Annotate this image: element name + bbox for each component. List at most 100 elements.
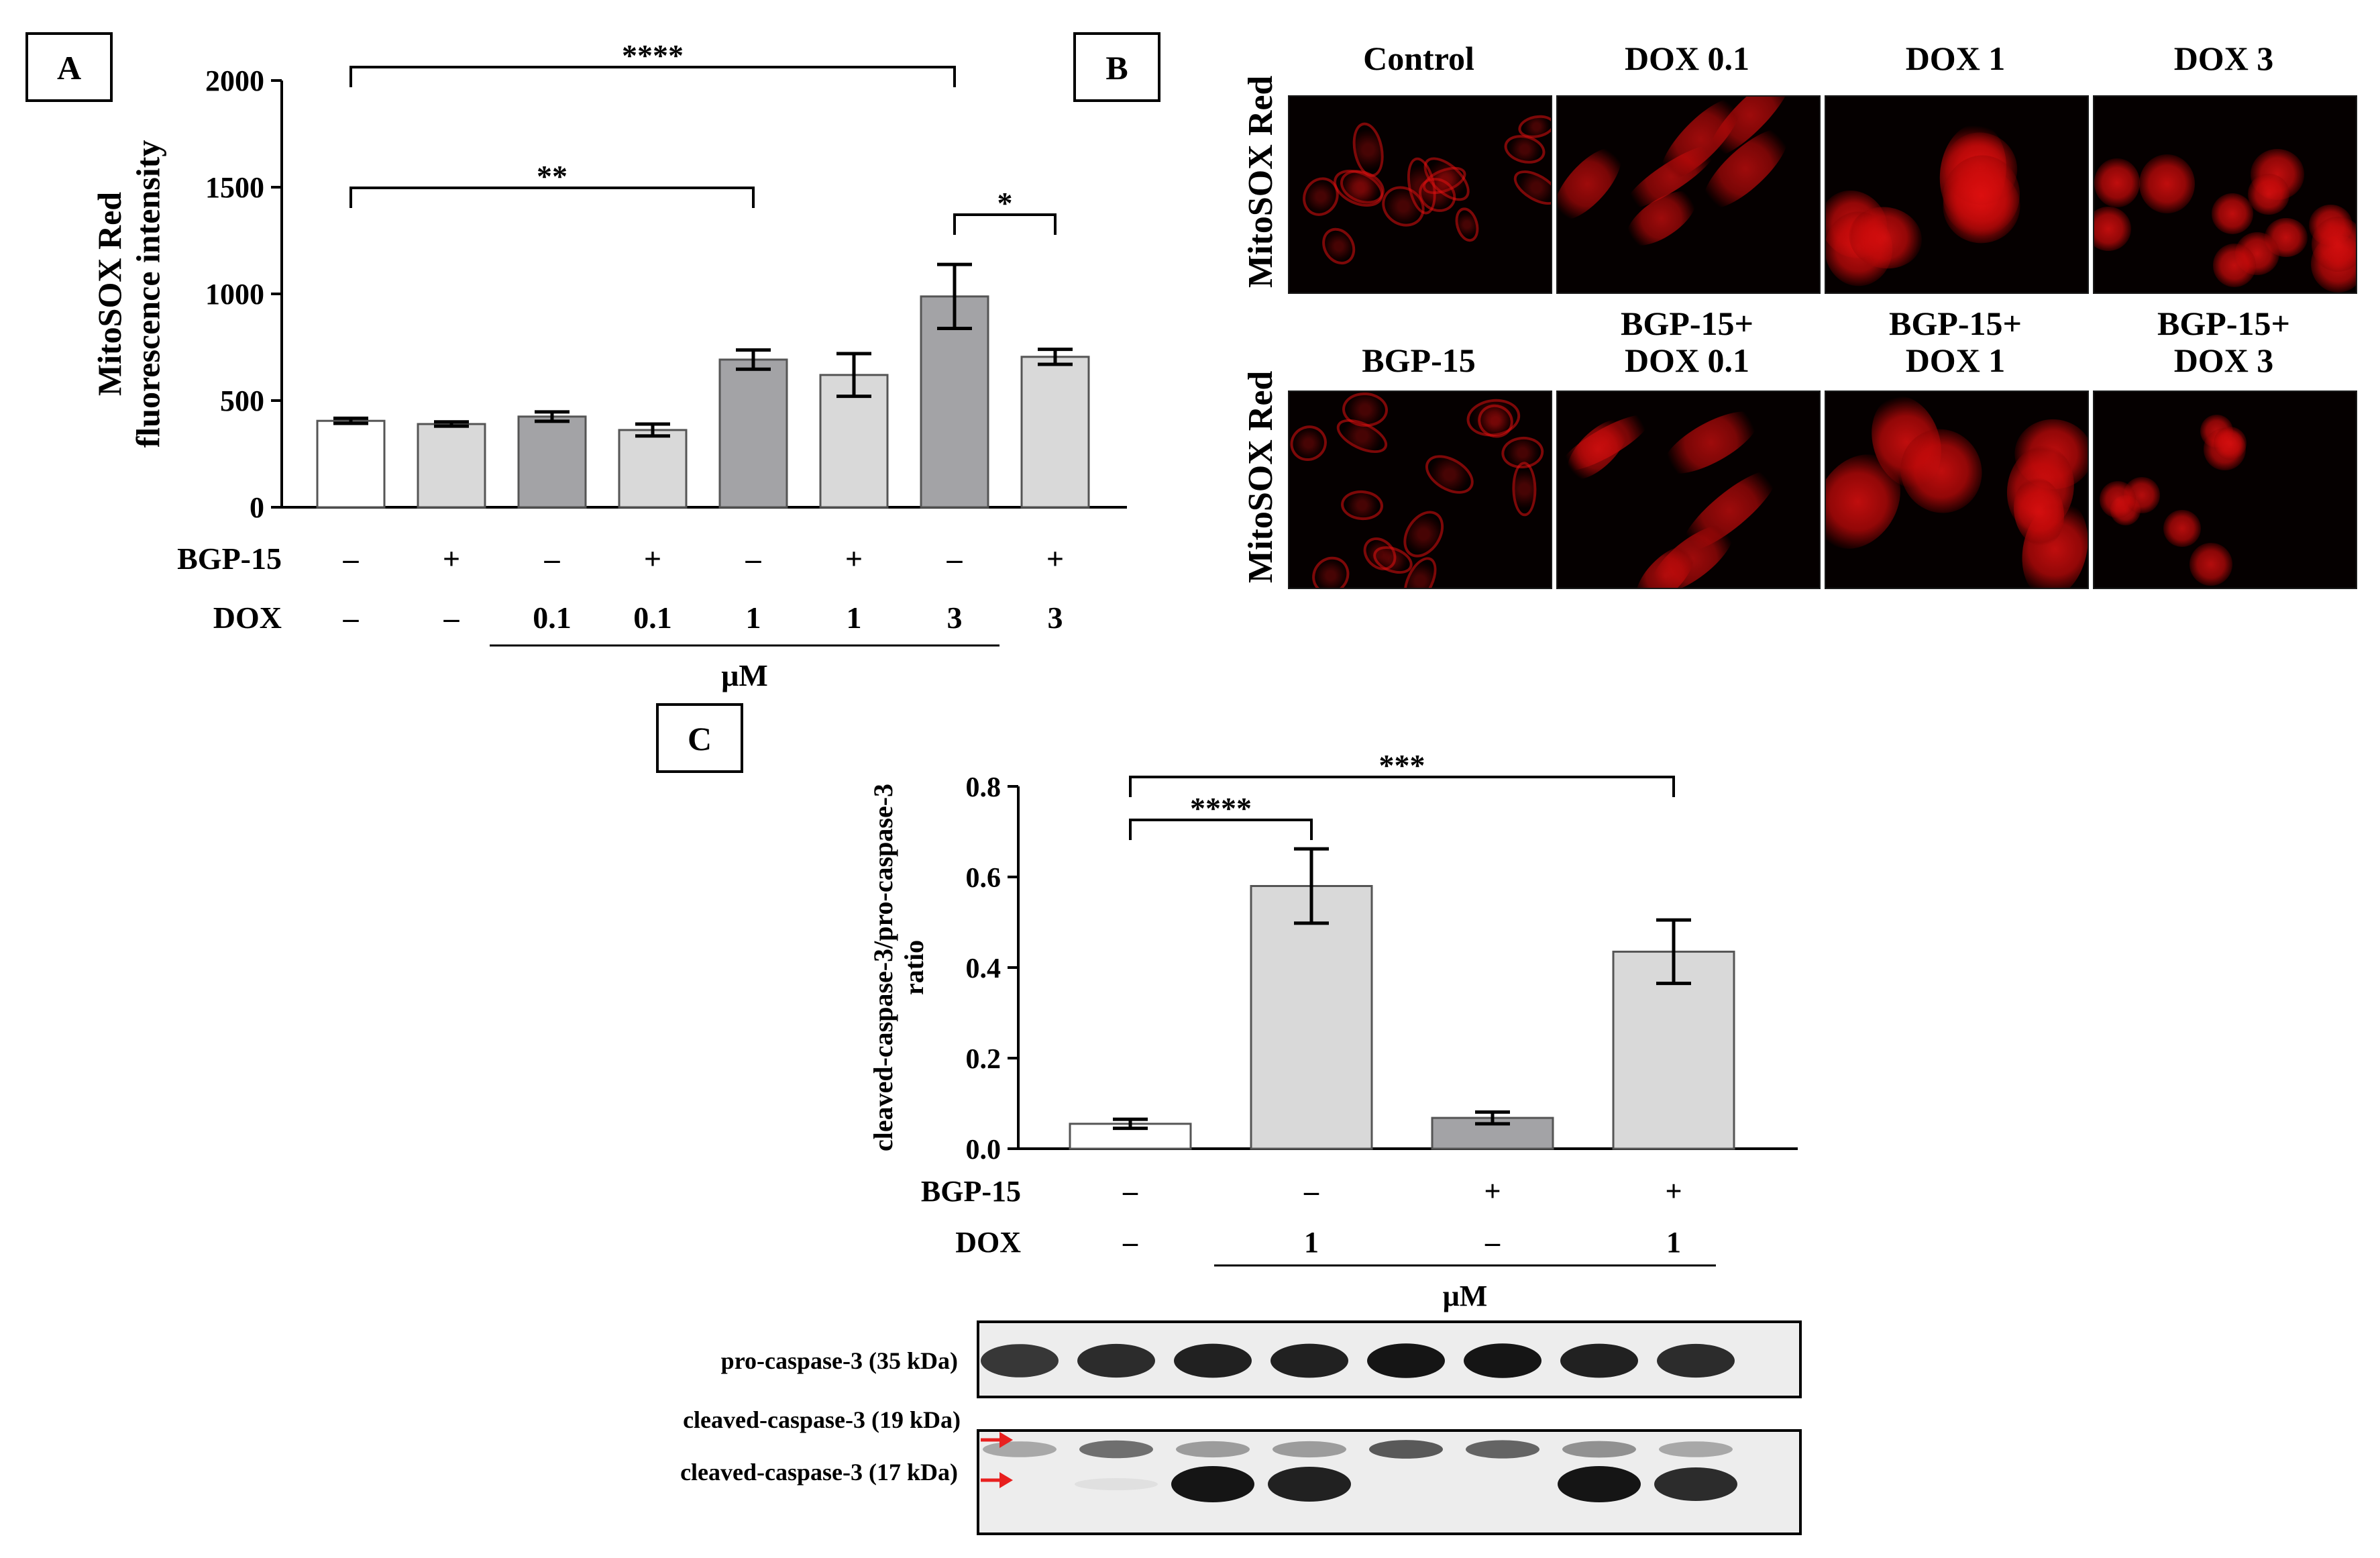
band-c19: [1369, 1440, 1443, 1459]
band-pro: [1270, 1343, 1348, 1378]
treatment-value: 1: [847, 601, 862, 635]
significance-bracket: [1129, 819, 1313, 840]
y-tick-label: 2000: [205, 64, 264, 97]
blot-label-pro: pro-caspase-3 (35 kDa): [721, 1347, 958, 1374]
y-tick-label: 0.4: [966, 953, 1002, 984]
micrograph-title: DOX 3: [2173, 40, 2274, 77]
fluorescent-cell: [2213, 427, 2247, 460]
treatment-value: 3: [1048, 601, 1063, 635]
band-c17: [1171, 1466, 1254, 1502]
y-axis-label-line: cleaved-caspase-3/pro-caspase-3: [868, 784, 898, 1151]
fluorescent-cell: [2099, 480, 2136, 518]
y-axis-label-line: fluorescence intensity: [129, 140, 167, 448]
fluorescent-cell: [2247, 173, 2290, 215]
y-tick-label: 0.2: [966, 1044, 1002, 1075]
blot-label-c19: cleaved-caspase-3 (19 kDa): [683, 1406, 961, 1433]
band-c19: [1466, 1440, 1539, 1459]
y-axis-label: MitoSOX Redfluorescence intensity: [91, 140, 167, 448]
microscopy-panel: Control DOX 0.1 DOX 1 DOX 3 BGP-15 BGP-15+ DO…: [1234, 40, 2375, 604]
panel-c-label-box: [656, 703, 743, 773]
significance-bracket: [349, 187, 755, 208]
treatment-value: –: [443, 601, 460, 635]
band-c19: [1562, 1441, 1636, 1458]
blot-label-c17: cleaved-caspase-3 (17 kDa): [680, 1459, 958, 1486]
significance-label: *: [997, 186, 1013, 220]
treatment-value: –: [946, 541, 963, 576]
chart-a: A 0 500 1000 1500 2000 MitoSOX Redfluorescenc…: [25, 32, 1127, 692]
treatment-value: –: [1484, 1226, 1501, 1259]
band-c19: [1659, 1441, 1733, 1457]
band-c17: [1654, 1467, 1737, 1501]
treatment-value: 1: [1304, 1226, 1319, 1259]
micrograph-image: [1288, 95, 1552, 294]
band-pro: [1464, 1343, 1541, 1378]
micrograph-title: Control: [1363, 40, 1474, 77]
y-tick-label: 0.6: [966, 863, 1002, 894]
micrograph-image: [2093, 391, 2357, 589]
bar: [517, 415, 587, 509]
treatment-value: –: [1303, 1175, 1319, 1208]
y-tick-label: 0.8: [966, 772, 1002, 803]
bar: [920, 295, 989, 509]
micrograph-image: [2093, 95, 2357, 294]
unit-label: μM: [1443, 1280, 1487, 1312]
micrograph-image: [1288, 391, 1552, 589]
treatment-row-label: DOX: [955, 1226, 1021, 1259]
fluorescent-cell: [2094, 206, 2132, 251]
treatment-value: –: [343, 601, 360, 635]
treatment-value: 1: [746, 601, 761, 635]
band-pro: [1077, 1343, 1155, 1378]
treatment-row-label: DOX: [213, 601, 282, 635]
treatment-value: –: [544, 541, 561, 576]
treatment-value: –: [1122, 1175, 1138, 1208]
micrograph-image: [1825, 95, 2089, 294]
band-c17: [1558, 1466, 1641, 1502]
y-tick-label: 500: [220, 384, 264, 417]
fluorescent-cell: [2189, 542, 2233, 586]
treatment-value: +: [443, 541, 460, 576]
y-tick-label: 0: [250, 491, 264, 524]
chart-a-plot: 0 500 1000 1500 2000 MitoSOX Redfluorescence …: [91, 38, 1127, 692]
significance-bracket: [349, 66, 956, 87]
treatment-row-label: BGP-15: [177, 541, 282, 576]
bar: [1250, 885, 1373, 1150]
treatment-value: –: [1122, 1226, 1138, 1259]
bar: [718, 358, 788, 509]
red-arrow-icon: [999, 1432, 1013, 1448]
micrograph-title: BGP-15+ DOX 1: [1889, 305, 2022, 379]
y-tick-label: 1000: [205, 278, 264, 311]
treatment-value: 3: [947, 601, 963, 635]
band-pro: [1367, 1343, 1445, 1378]
y-axis-label-line: ratio: [899, 940, 929, 995]
treatment-value: +: [1484, 1175, 1501, 1208]
band-pro: [1657, 1343, 1735, 1378]
y-axis-label: cleaved-caspase-3/pro-caspase-3ratio: [868, 784, 929, 1151]
bar: [1020, 356, 1090, 509]
chart-c-plot: 0.0 0.2 0.4 0.6 0.8 cleaved-caspase-3/pro-cas…: [868, 748, 1798, 1312]
fluorescent-cell: [2094, 158, 2140, 208]
fluorescent-cell: [2212, 243, 2257, 287]
significance-label: ***: [1379, 748, 1425, 782]
treatment-value: –: [343, 541, 360, 576]
western-blot: pro-caspase-3 (35 kDa) cleaved-caspase-3 …: [680, 1320, 1802, 1535]
y-tick-label: 0.0: [966, 1135, 1002, 1165]
red-arrow-icon: [999, 1472, 1013, 1488]
band-c17: [1075, 1478, 1158, 1490]
treatment-value: –: [745, 541, 762, 576]
band-pro: [1174, 1343, 1252, 1378]
band-c19: [1176, 1441, 1250, 1458]
micrograph-image: [1556, 391, 1821, 589]
micrograph-image: [1825, 391, 2089, 589]
panel-b-label-box: [1073, 32, 1160, 102]
treatment-value: +: [1665, 1175, 1682, 1208]
panel-b-label: B: [1105, 49, 1128, 87]
fluorescent-cell: [2211, 193, 2254, 234]
treatment-value: 1: [1666, 1226, 1681, 1259]
treatment-value: +: [1046, 541, 1064, 576]
band-pro: [981, 1344, 1059, 1378]
significance-label: **: [537, 159, 567, 193]
micrograph-title: DOX 0.1: [1624, 40, 1750, 77]
y-axis-label-line: MitoSOX Red: [91, 192, 128, 396]
